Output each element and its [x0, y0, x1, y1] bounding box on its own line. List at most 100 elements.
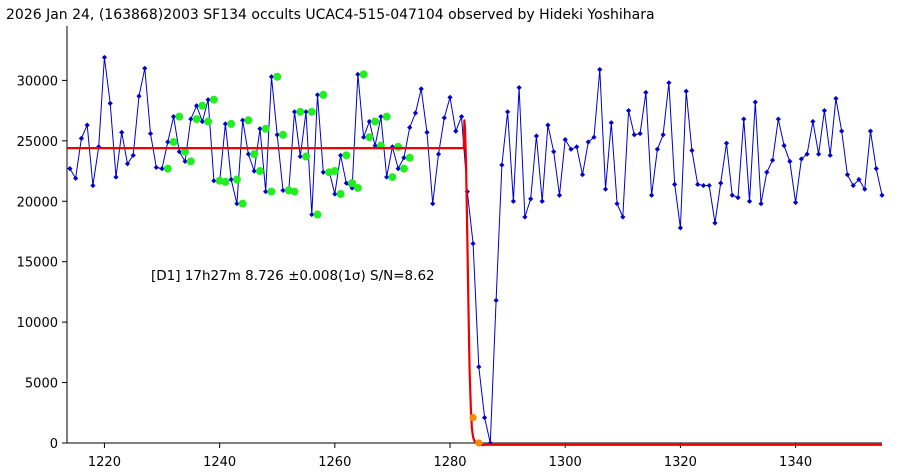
light-curve-point [695, 181, 701, 187]
light-curve-point [481, 415, 488, 421]
light-curve-point [332, 191, 338, 197]
light-curve-point [787, 158, 793, 164]
y-tick-label: 10000 [17, 316, 58, 331]
light-curve-point [430, 201, 436, 207]
light-curve-point [649, 192, 655, 198]
light-curve-point [458, 114, 465, 120]
light-curve-point [758, 201, 764, 207]
fit-point [313, 210, 322, 219]
light-curve-point [585, 139, 591, 145]
fit-point [388, 173, 397, 182]
y-tick-label: 15000 [17, 256, 58, 271]
light-curve-point [775, 116, 781, 122]
light-curve-point [136, 93, 142, 99]
light-curve-point [418, 86, 424, 92]
x-tick-label: 1340 [779, 455, 812, 470]
light-curve-point [142, 65, 148, 71]
x-tick-label: 1260 [318, 455, 351, 470]
light-curve-point [867, 128, 874, 134]
light-curve-point [677, 225, 684, 231]
light-curve-point [193, 103, 200, 109]
light-curve-point [625, 108, 632, 114]
light-curve-point [412, 110, 419, 116]
light-curve-point [73, 175, 79, 181]
light-curve-point [147, 130, 154, 137]
light-curve-point [211, 178, 217, 184]
light-curve-point [372, 143, 378, 149]
fit-point [371, 117, 380, 126]
fit-point [169, 138, 178, 147]
light-curve-line [69, 57, 883, 444]
light-curve-point [234, 201, 240, 207]
light-curve-point [176, 149, 182, 155]
light-curve-point [827, 152, 833, 158]
light-curve-point [78, 135, 84, 142]
fit-point [348, 179, 357, 188]
light-curve-point [337, 152, 344, 158]
light-curve-point [361, 134, 367, 140]
fit-point [336, 190, 345, 199]
light-curve-point [556, 192, 563, 198]
light-curve-point [816, 151, 822, 157]
light-curve-point [712, 220, 718, 226]
fit-point [296, 107, 305, 116]
fit-point [209, 95, 218, 104]
x-tick-label: 1220 [88, 455, 121, 470]
light-curve-point [153, 164, 159, 171]
light-curve-point [873, 166, 879, 172]
fit-point [399, 164, 408, 173]
event-point [475, 439, 483, 447]
light-curve-point [729, 192, 735, 198]
light-curve-point [804, 151, 810, 157]
fit-point [250, 150, 259, 159]
light-curve-point [107, 100, 113, 106]
light-curve-point [602, 186, 609, 192]
light-curve-point [257, 126, 263, 132]
light-curve-point [723, 140, 730, 146]
light-curve-point [407, 124, 413, 131]
x-tick-label: 1240 [203, 455, 236, 470]
light-curve-point [113, 174, 119, 180]
fit-point [342, 151, 351, 160]
light-curve-point [165, 139, 171, 145]
light-curve-point [228, 176, 234, 183]
light-curve-point [291, 109, 298, 115]
light-curve-point [700, 182, 707, 189]
fit-point [238, 199, 247, 208]
light-curve-point [240, 117, 246, 123]
fit-point [394, 142, 403, 151]
fit-point [319, 90, 328, 99]
x-axis: 1220 1240 1260 1280 1300 1320 1340 [67, 442, 882, 470]
light-curve-point [654, 146, 660, 152]
light-curve-point [746, 198, 753, 204]
light-curve-point [476, 364, 482, 370]
fit-point [273, 72, 282, 81]
light-curve-point [614, 201, 620, 207]
event-point [469, 414, 477, 422]
light-curve-point [620, 214, 626, 220]
light-curve-point [505, 109, 511, 115]
fit-point [307, 107, 316, 116]
x-tick-label: 1280 [433, 455, 466, 470]
light-curve-point [199, 118, 205, 125]
light-curve-point [793, 199, 799, 206]
light-curve-point [222, 121, 228, 127]
light-curve-point [683, 88, 689, 94]
fit-point [267, 187, 276, 196]
light-curve-point [798, 156, 804, 162]
light-curve-point [672, 181, 678, 187]
light-curve-point [862, 186, 868, 192]
fit-point [290, 187, 299, 196]
fit-point [244, 116, 253, 125]
light-curve-point [424, 129, 430, 135]
light-curve-point [562, 137, 568, 143]
light-curve-point [320, 169, 326, 175]
light-curve-point [493, 297, 499, 303]
light-curve-point [879, 192, 885, 198]
light-curve-point [752, 99, 758, 105]
fit-point [227, 119, 236, 128]
fit-point [186, 157, 195, 166]
light-curve-point [499, 162, 505, 168]
light-curve-point [447, 94, 453, 100]
light-curve-point [660, 132, 666, 138]
